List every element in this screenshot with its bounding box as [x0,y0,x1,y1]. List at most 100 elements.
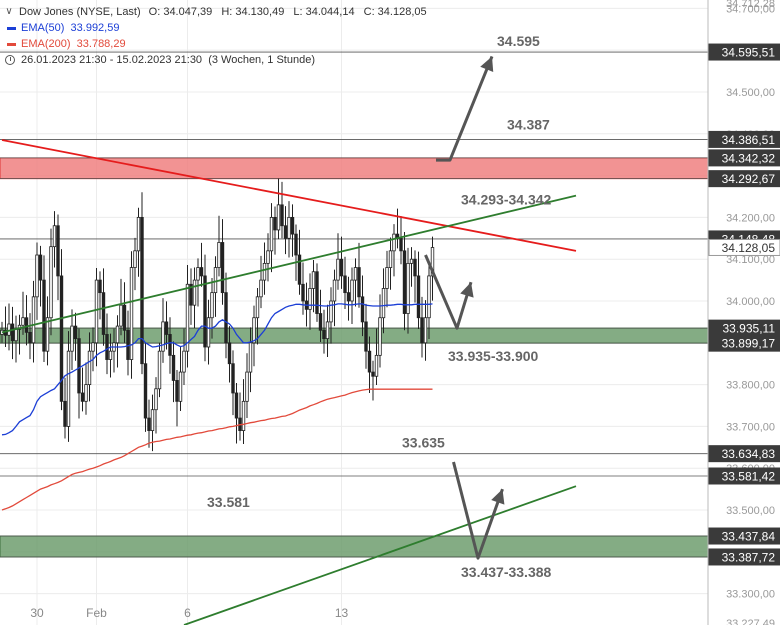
price-label-text: 34.292,67 [722,172,776,186]
legend-ema50-row[interactable]: EMA(50) 33.992,59 [4,20,433,36]
candle-body [290,216,295,235]
candles [0,178,435,452]
candle-body [343,275,347,294]
candle-body [182,350,186,373]
y-tick-label: 33.300,00 [726,589,775,601]
candle-body [423,317,428,344]
candle-body [161,321,165,352]
candle-body [353,267,358,281]
price-label-text: 34.342,32 [722,151,776,165]
y-edge-label-bottom: 33.227,49 [726,618,775,625]
grid [0,0,708,625]
candle-body [178,371,183,402]
candle-body [213,267,218,294]
low-value: L: 34.044,14 [293,6,355,18]
candle-body [147,417,151,432]
y-tick-label: 33.500,00 [726,505,775,517]
price-label-box [708,527,780,545]
candle-body [3,329,8,336]
y-tick-label: 34.500,00 [726,87,775,99]
candle-body [248,342,253,373]
arrowhead-icon [491,489,505,505]
candle-body [10,323,15,342]
candle-body [196,267,200,281]
candle-body [35,254,39,298]
candle-body [255,296,260,319]
candle-body [378,317,382,356]
price-axis: 33.300,0033.400,0033.500,0033.600,0033.7… [707,0,780,625]
chevron-down-icon[interactable]: ∨ [5,6,13,17]
ema50-value: 33.992,59 [70,22,120,34]
price-label-box [708,170,780,188]
candle-body [220,242,225,294]
legend-range-row: 26.01.2023 21:30 - 15.02.2023 21:30 (3 W… [4,52,433,68]
y-tick-label: 34.200,00 [726,212,775,224]
y-tick-label: 33.800,00 [726,380,775,392]
y-edge-label-top: 34.712,28 [726,0,775,10]
candle-body [206,317,211,348]
scenario-arrows [424,55,505,560]
candle-body [91,342,95,352]
candle-body [430,247,435,277]
candle-body [413,258,417,277]
zone-support-lower [0,535,709,558]
candle-body [203,275,207,348]
price-label-text: 33.581,42 [722,469,776,483]
scenario-arrow [424,254,473,330]
y-tick-label: 34.700,00 [726,3,775,15]
open-value: O: 34.047,39 [148,6,213,18]
candle-body [297,254,302,285]
candle-body [192,279,197,306]
candle-body [164,321,169,335]
price-label-text: 33.634,83 [722,447,776,461]
candle-body [259,279,263,298]
candle-body [224,292,228,344]
level-annotation: 34.293-34.342 [461,192,552,208]
ema50-label: EMA(50) [21,22,65,34]
candle-body [98,279,102,294]
candle-body [122,304,127,331]
arrowhead-icon [460,282,474,298]
price-label-text: 34.128,05 [722,241,776,255]
candle-body [108,350,113,360]
candle-body [385,267,389,289]
level-annotation: 34.595 [497,33,540,49]
candle-body [199,267,204,277]
price-label-text: 33.899,17 [722,337,776,351]
candle-body [318,313,323,331]
candle-body [119,304,123,327]
price-label-box [708,334,780,352]
candle-body [14,329,18,342]
legend-ema200-row[interactable]: EMA(200) 33.788,29 [4,36,433,52]
candle-body [399,237,403,252]
ema200-value: 33.788,29 [76,38,126,50]
candle-body [21,317,25,326]
price-label-text: 34.595,51 [722,46,776,60]
candle-body [52,225,57,248]
candle-body [185,283,190,352]
x-tick-label: 30 [30,606,44,620]
ema200-swatch [7,42,16,46]
candle-body [262,262,267,281]
level-annotations: 34.595 34.387 34.293-34.342 33.935-33.900 33… [207,33,552,580]
level-annotation: 34.387 [507,116,550,132]
clock-icon [5,55,15,65]
trendlines [1,139,577,625]
trendline-downtrend [1,139,577,252]
ema50-line [1,303,433,436]
candle-body [84,384,88,402]
ema200-label: EMA(200) [21,38,71,50]
candle-body [406,262,410,314]
close-value: C: 34.128,05 [363,6,427,18]
candle-body [315,271,319,314]
price-label-box [708,149,780,167]
candle-body [336,258,340,281]
candle-body [77,338,81,394]
scenario-arrow [452,461,504,560]
candle-body [105,334,109,360]
candle-body [308,288,312,310]
candle-body [157,350,162,390]
candle-body [245,371,249,402]
legend-instrument-row: ∨ Dow Jones (NYSE, Last) O: 34.047,39 H:… [4,4,433,20]
